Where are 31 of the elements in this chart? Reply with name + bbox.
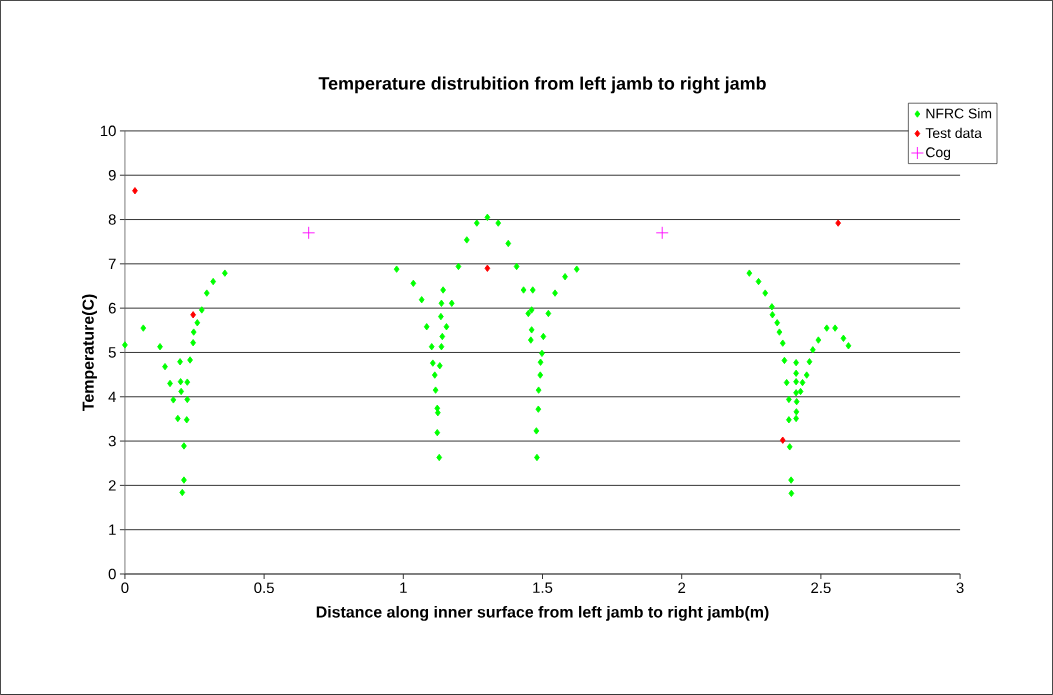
x-tick-label: 0 <box>121 582 129 594</box>
y-axis-title: Temperature(C) <box>82 294 97 412</box>
x-tick-label: 2.5 <box>811 582 831 594</box>
x-tick-label: 0.5 <box>254 582 274 594</box>
x-tick-label: 1.5 <box>533 582 553 593</box>
point <box>484 264 491 272</box>
y-tick-label: 10 <box>100 125 116 137</box>
y-tick-label: 7 <box>108 258 116 270</box>
point <box>132 187 138 195</box>
y-tick-label: 6 <box>108 302 116 314</box>
legend-label: NFRC Sim <box>926 108 992 119</box>
x-tick-label: 2 <box>678 582 686 593</box>
point <box>190 311 196 319</box>
x-tick-label: 3 <box>956 582 964 594</box>
y-tick-label: 5 <box>108 347 116 358</box>
y-tick-label: 1 <box>109 524 116 535</box>
point <box>655 226 669 240</box>
point <box>835 219 841 227</box>
y-tick-label: 8 <box>108 214 116 225</box>
x-tick-label: 1 <box>400 582 407 593</box>
y-tick-label: 9 <box>108 169 116 181</box>
x-axis-title: Distance along inner surface from left jamb to right jamb(m) <box>316 605 769 621</box>
y-tick-label: 3 <box>108 435 116 447</box>
y-tick-label: 0 <box>108 568 116 580</box>
legend-label: Cog <box>926 147 951 161</box>
legend-label: Test data <box>925 127 982 139</box>
point <box>779 436 786 444</box>
y-tick-label: 2 <box>108 480 116 491</box>
point <box>302 226 316 240</box>
chart-title: Temperature distrubition from left jamb to right jamb <box>318 76 766 94</box>
y-tick-label: 4 <box>108 391 116 402</box>
